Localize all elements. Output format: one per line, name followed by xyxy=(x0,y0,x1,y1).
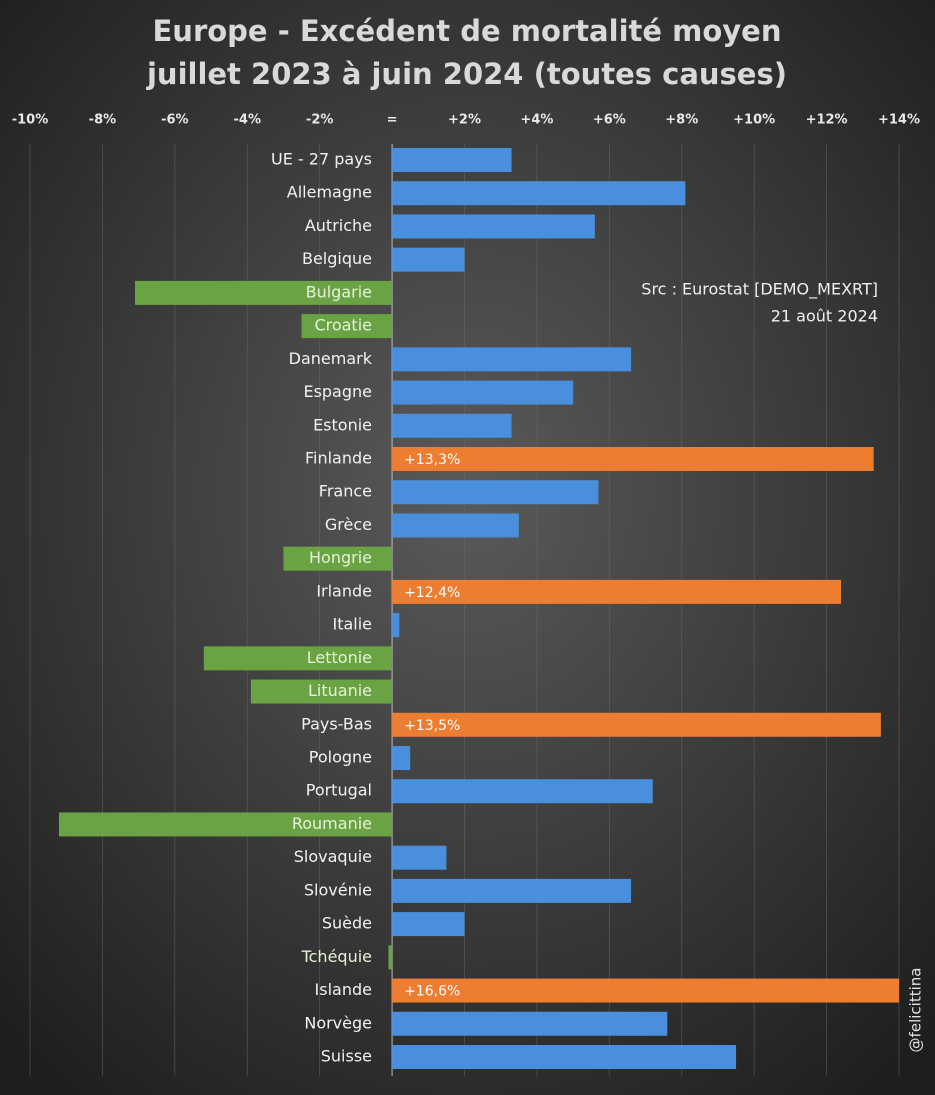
category-label: Estonie xyxy=(313,415,372,434)
x-tick-label: +6% xyxy=(593,113,626,128)
bar xyxy=(392,579,842,604)
category-label: Danemark xyxy=(289,349,373,368)
bar xyxy=(392,746,411,770)
x-tick-label: +4% xyxy=(520,113,553,128)
value-label: +12,4% xyxy=(404,585,460,601)
x-tick-label: +2% xyxy=(448,113,481,128)
date: 21 août 2024 xyxy=(771,307,878,326)
category-label: Allemagne xyxy=(287,183,372,202)
x-tick-label: = xyxy=(387,113,398,128)
category-label: Croatie xyxy=(314,316,372,335)
x-tick-label: +8% xyxy=(665,113,698,128)
category-label: UE - 27 pays xyxy=(271,150,372,169)
category-label: Slovaquie xyxy=(294,847,372,866)
bar xyxy=(283,546,393,571)
bar xyxy=(58,812,393,837)
bar xyxy=(301,314,393,339)
category-label: Suède xyxy=(322,914,372,933)
bar xyxy=(392,347,632,372)
bar xyxy=(392,978,899,1003)
category-label: Islande xyxy=(315,980,372,999)
source: Src : Eurostat [DEMO_MEXRT] xyxy=(641,280,878,300)
bar xyxy=(392,380,574,405)
category-label: Autriche xyxy=(305,216,372,235)
bar xyxy=(392,148,512,172)
bar xyxy=(392,480,599,505)
category-label: Portugal xyxy=(306,781,372,800)
x-tick-label: -2% xyxy=(306,113,333,128)
category-label: Irlande xyxy=(316,581,372,600)
bar xyxy=(392,712,881,737)
bar xyxy=(392,1011,668,1036)
bar xyxy=(250,679,393,704)
category-label: Slovénie xyxy=(304,880,372,899)
value-label: +13,3% xyxy=(404,452,460,468)
category-label: Pologne xyxy=(309,748,372,767)
bar xyxy=(392,878,632,903)
bar xyxy=(392,912,465,937)
author: @felicittina xyxy=(907,968,925,1053)
bar xyxy=(392,247,465,272)
category-label: Lituanie xyxy=(308,681,372,700)
bar xyxy=(392,1045,737,1069)
x-tick-label: -8% xyxy=(89,113,116,128)
bar xyxy=(392,613,400,638)
category-label: Roumanie xyxy=(292,814,372,833)
bar xyxy=(392,513,519,538)
x-tick-label: +14% xyxy=(878,113,920,128)
x-tick-label: -4% xyxy=(234,113,261,128)
bar xyxy=(392,447,874,471)
bar xyxy=(392,181,686,206)
category-label: Lettonie xyxy=(307,648,372,667)
category-label: Suisse xyxy=(321,1047,372,1066)
category-label: Italie xyxy=(332,615,372,634)
bar xyxy=(392,413,512,438)
category-label: Grèce xyxy=(325,515,372,534)
bar xyxy=(392,845,447,870)
category-label: Belgique xyxy=(302,249,372,268)
category-label: Pays-Bas xyxy=(301,714,372,733)
category-label: Espagne xyxy=(303,382,372,401)
value-label: +16,6% xyxy=(404,984,460,1000)
x-tick-label: -6% xyxy=(161,113,188,128)
category-label: Finlande xyxy=(305,449,372,468)
category-label: Norvège xyxy=(304,1013,372,1032)
category-label: France xyxy=(319,482,372,501)
bar xyxy=(135,280,393,305)
x-tick-label: +12% xyxy=(806,113,848,128)
bar xyxy=(392,214,595,239)
x-tick-label: -10% xyxy=(12,113,49,128)
value-label: +13,5% xyxy=(404,718,460,734)
category-label: Hongrie xyxy=(309,548,372,567)
category-label: Tchéquie xyxy=(301,947,372,966)
category-label: Bulgarie xyxy=(306,282,372,301)
bar xyxy=(388,945,393,970)
x-tick-label: +10% xyxy=(733,113,775,128)
bar xyxy=(203,646,393,671)
chart-subtitle: juillet 2023 à juin 2024 (toutes causes) xyxy=(146,57,787,91)
chart-title: Europe - Excédent de mortalité moyen xyxy=(152,14,781,48)
bar xyxy=(392,779,653,804)
